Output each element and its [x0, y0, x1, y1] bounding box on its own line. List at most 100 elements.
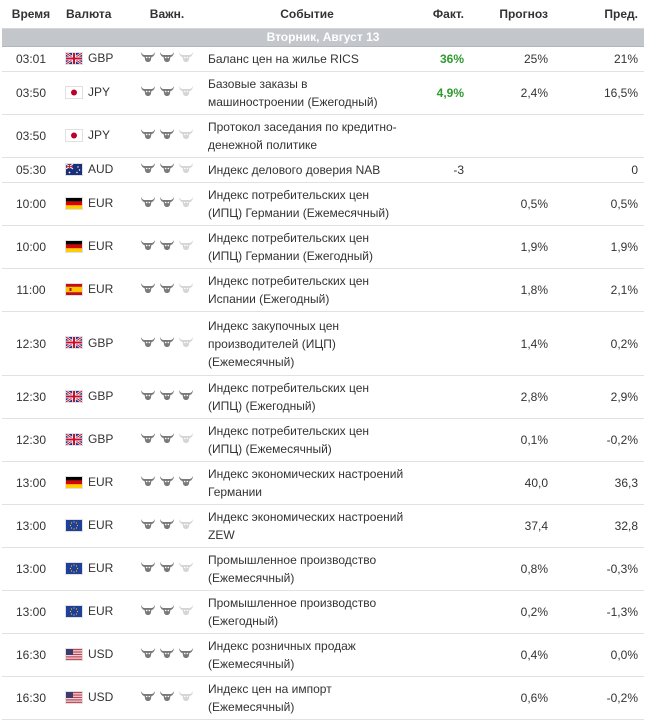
- event-currency: EUR: [88, 196, 114, 211]
- event-name[interactable]: Индекс потребительских цен (ИПЦ) Германи…: [202, 182, 412, 226]
- event-actual: [412, 375, 470, 419]
- event-forecast: 1,8%: [470, 268, 554, 312]
- eu-flag-icon: [66, 605, 82, 617]
- event-row[interactable]: 03:01 GBP Баланс цен на жилье RICS 36% 25% 21…: [2, 46, 644, 72]
- event-row[interactable]: 12:30 GBP Индекс потребительских цен (ИПЦ)…: [2, 418, 644, 462]
- event-currency: GBP: [88, 389, 114, 404]
- event-name[interactable]: Индекс потребительских цен Испании (Ежег…: [202, 268, 412, 312]
- event-currency-cell: GBP: [60, 46, 132, 72]
- eu-flag-icon: [66, 519, 82, 531]
- germany-flag-icon: [66, 197, 82, 209]
- bull-inactive-icon: [178, 560, 194, 572]
- germany-flag-icon: [66, 240, 82, 252]
- importance-bulls: [140, 281, 194, 293]
- event-currency: EUR: [88, 282, 114, 297]
- uk-flag-icon: [66, 433, 82, 445]
- bull-inactive-icon: [178, 281, 194, 293]
- event-name[interactable]: Промышленное производство (Ежегодный): [202, 590, 412, 634]
- bull-inactive-icon: [178, 127, 194, 139]
- event-row[interactable]: 03:50 JPY Протокол заседания по кредитно-д…: [2, 114, 644, 158]
- event-row[interactable]: 16:30 USD Индекс цен на импорт (Ежемесячны…: [2, 676, 644, 720]
- event-previous: -1,3%: [554, 590, 644, 634]
- event-row[interactable]: 16:30 USD Индекс розничных продаж (Ежемеся…: [2, 633, 644, 677]
- bull-active-icon: [159, 84, 175, 96]
- column-header-importance[interactable]: Важн.: [132, 0, 202, 29]
- event-name[interactable]: Индекс потребительских цен (ИПЦ) Германи…: [202, 225, 412, 269]
- event-previous: 2,1%: [554, 268, 644, 312]
- event-row[interactable]: 13:00 EUR Промышленное производство (Ежего…: [2, 590, 644, 634]
- event-row[interactable]: 13:00 EUR Индекс экономических настроений …: [2, 461, 644, 505]
- event-row[interactable]: 12:30 GBP Индекс потребительских цен (ИПЦ)…: [2, 375, 644, 419]
- importance-bulls: [140, 431, 194, 443]
- event-currency-cell: USD: [60, 676, 132, 720]
- bull-active-icon: [159, 517, 175, 529]
- event-row[interactable]: 12:30 GBP Индекс закупочных цен производит…: [2, 311, 644, 376]
- event-currency-cell: USD: [60, 633, 132, 677]
- event-forecast: 0,6%: [470, 676, 554, 720]
- australia-flag-icon: [66, 163, 82, 175]
- currency-group: GBP: [66, 49, 113, 67]
- event-name[interactable]: Протокол заседания по кредитно-денежной …: [202, 114, 412, 158]
- column-header-forecast[interactable]: Прогноз: [470, 0, 554, 29]
- column-header-previous[interactable]: Пред.: [554, 0, 644, 29]
- event-row[interactable]: 11:00 EUR Индекс потребительских цен Испан…: [2, 268, 644, 312]
- currency-group: AUD: [66, 160, 113, 178]
- bull-active-icon: [140, 195, 156, 207]
- event-name[interactable]: Индекс розничных продаж (Ежемесячный): [202, 633, 412, 677]
- event-currency-cell: EUR: [60, 590, 132, 634]
- bull-inactive-icon: [178, 517, 194, 529]
- event-name[interactable]: Индекс цен на импорт (Ежемесячный): [202, 676, 412, 720]
- importance-bulls: [140, 603, 194, 615]
- event-currency: EUR: [88, 518, 114, 533]
- uk-flag-icon: [66, 52, 82, 64]
- bull-active-icon: [159, 335, 175, 347]
- event-time: 12:30: [2, 418, 60, 462]
- event-actual: [412, 461, 470, 505]
- event-time: 13:00: [2, 547, 60, 591]
- event-name[interactable]: Базовые заказы в машиностроении (Ежегодн…: [202, 71, 412, 115]
- event-name[interactable]: Индекс закупочных цен производителей (ИЦ…: [202, 311, 412, 376]
- event-actual: [412, 547, 470, 591]
- bull-active-icon: [140, 335, 156, 347]
- calendar-body: Вторник, Август 13 03:01 GBP Баланс цен на…: [2, 28, 644, 720]
- bull-active-icon: [159, 50, 175, 62]
- bull-inactive-icon: [178, 335, 194, 347]
- event-currency: EUR: [88, 239, 114, 254]
- event-currency: EUR: [88, 561, 114, 576]
- event-name[interactable]: Индекс потребительских цен (ИПЦ) (Ежегод…: [202, 375, 412, 419]
- column-header-currency[interactable]: Валюта: [60, 0, 132, 29]
- importance-bulls: [140, 195, 194, 207]
- event-currency: GBP: [88, 335, 114, 350]
- currency-group: EUR: [66, 237, 113, 255]
- column-header-event[interactable]: Событие: [202, 0, 412, 29]
- event-time: 03:50: [2, 114, 60, 158]
- event-row[interactable]: 05:30 AUD Индекс делового доверия NAB -3 0: [2, 157, 644, 183]
- importance-bulls: [140, 50, 194, 62]
- event-row[interactable]: 03:50 JPY Базовые заказы в машиностроении …: [2, 71, 644, 115]
- event-row[interactable]: 10:00 EUR Индекс потребительских цен (ИПЦ)…: [2, 182, 644, 226]
- event-name[interactable]: Баланс цен на жилье RICS: [202, 46, 412, 72]
- event-currency-cell: EUR: [60, 225, 132, 269]
- event-name[interactable]: Индекс потребительских цен (ИПЦ) (Ежемес…: [202, 418, 412, 462]
- event-importance: [132, 504, 202, 548]
- event-time: 03:50: [2, 71, 60, 115]
- bull-active-icon: [159, 431, 175, 443]
- event-previous: -0,3%: [554, 547, 644, 591]
- event-row[interactable]: 13:00 EUR Индекс экономических настроений …: [2, 504, 644, 548]
- event-row[interactable]: 10:00 EUR Индекс потребительских цен (ИПЦ)…: [2, 225, 644, 269]
- bull-active-icon: [140, 161, 156, 173]
- column-header-actual[interactable]: Факт.: [412, 0, 470, 29]
- bull-active-icon: [140, 689, 156, 701]
- event-name[interactable]: Промышленное производство (Ежемесячный): [202, 547, 412, 591]
- event-importance: [132, 225, 202, 269]
- event-name[interactable]: Индекс экономических настроений Германии: [202, 461, 412, 505]
- event-name[interactable]: Индекс делового доверия NAB: [202, 157, 412, 183]
- event-row[interactable]: 13:00 EUR Промышленное производство (Ежеме…: [2, 547, 644, 591]
- event-actual: [412, 311, 470, 376]
- column-header-time[interactable]: Время: [2, 0, 60, 29]
- bull-inactive-icon: [178, 603, 194, 615]
- spain-flag-icon: [66, 283, 82, 295]
- currency-group: EUR: [66, 559, 113, 577]
- bull-active-icon: [140, 50, 156, 62]
- event-name[interactable]: Индекс экономических настроений ZEW: [202, 504, 412, 548]
